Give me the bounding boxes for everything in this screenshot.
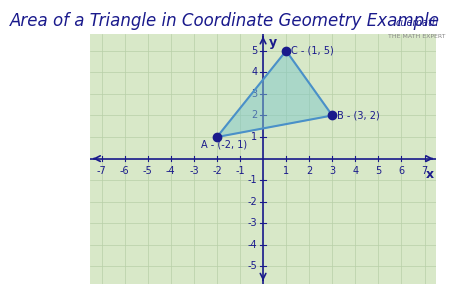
Text: 4: 4 [352, 166, 358, 176]
Text: -6: -6 [120, 166, 129, 176]
Text: -1: -1 [235, 166, 245, 176]
Text: -3: -3 [248, 218, 257, 228]
Polygon shape [217, 51, 332, 137]
Text: x: x [426, 168, 434, 181]
Text: 7: 7 [421, 166, 428, 176]
Text: Area of a Triangle in Coordinate Geometry Example: Area of a Triangle in Coordinate Geometr… [9, 12, 439, 30]
Text: 2: 2 [306, 166, 312, 176]
Text: -1: -1 [248, 175, 257, 185]
Text: -7: -7 [97, 166, 107, 176]
Text: -5: -5 [247, 261, 257, 271]
Text: 5: 5 [375, 166, 382, 176]
Text: y: y [269, 36, 277, 49]
Text: -2: -2 [212, 166, 222, 176]
Text: 3: 3 [329, 166, 335, 176]
Text: -4: -4 [248, 240, 257, 250]
Text: 4: 4 [251, 67, 257, 77]
Text: A - (-2, 1): A - (-2, 1) [201, 140, 247, 149]
Text: 1: 1 [283, 166, 289, 176]
Text: -2: -2 [247, 197, 257, 207]
Text: B - (3, 2): B - (3, 2) [337, 110, 380, 120]
Text: C - (1, 5): C - (1, 5) [291, 46, 334, 56]
Text: 5: 5 [251, 46, 257, 56]
Text: 1: 1 [251, 132, 257, 142]
Text: 3: 3 [251, 89, 257, 99]
Text: 6: 6 [399, 166, 404, 176]
Text: cuemath: cuemath [396, 18, 438, 28]
Text: THE MATH EXPERT: THE MATH EXPERT [388, 34, 446, 38]
Text: -5: -5 [143, 166, 153, 176]
Text: 2: 2 [251, 110, 257, 120]
Text: -4: -4 [166, 166, 175, 176]
Text: -3: -3 [189, 166, 199, 176]
